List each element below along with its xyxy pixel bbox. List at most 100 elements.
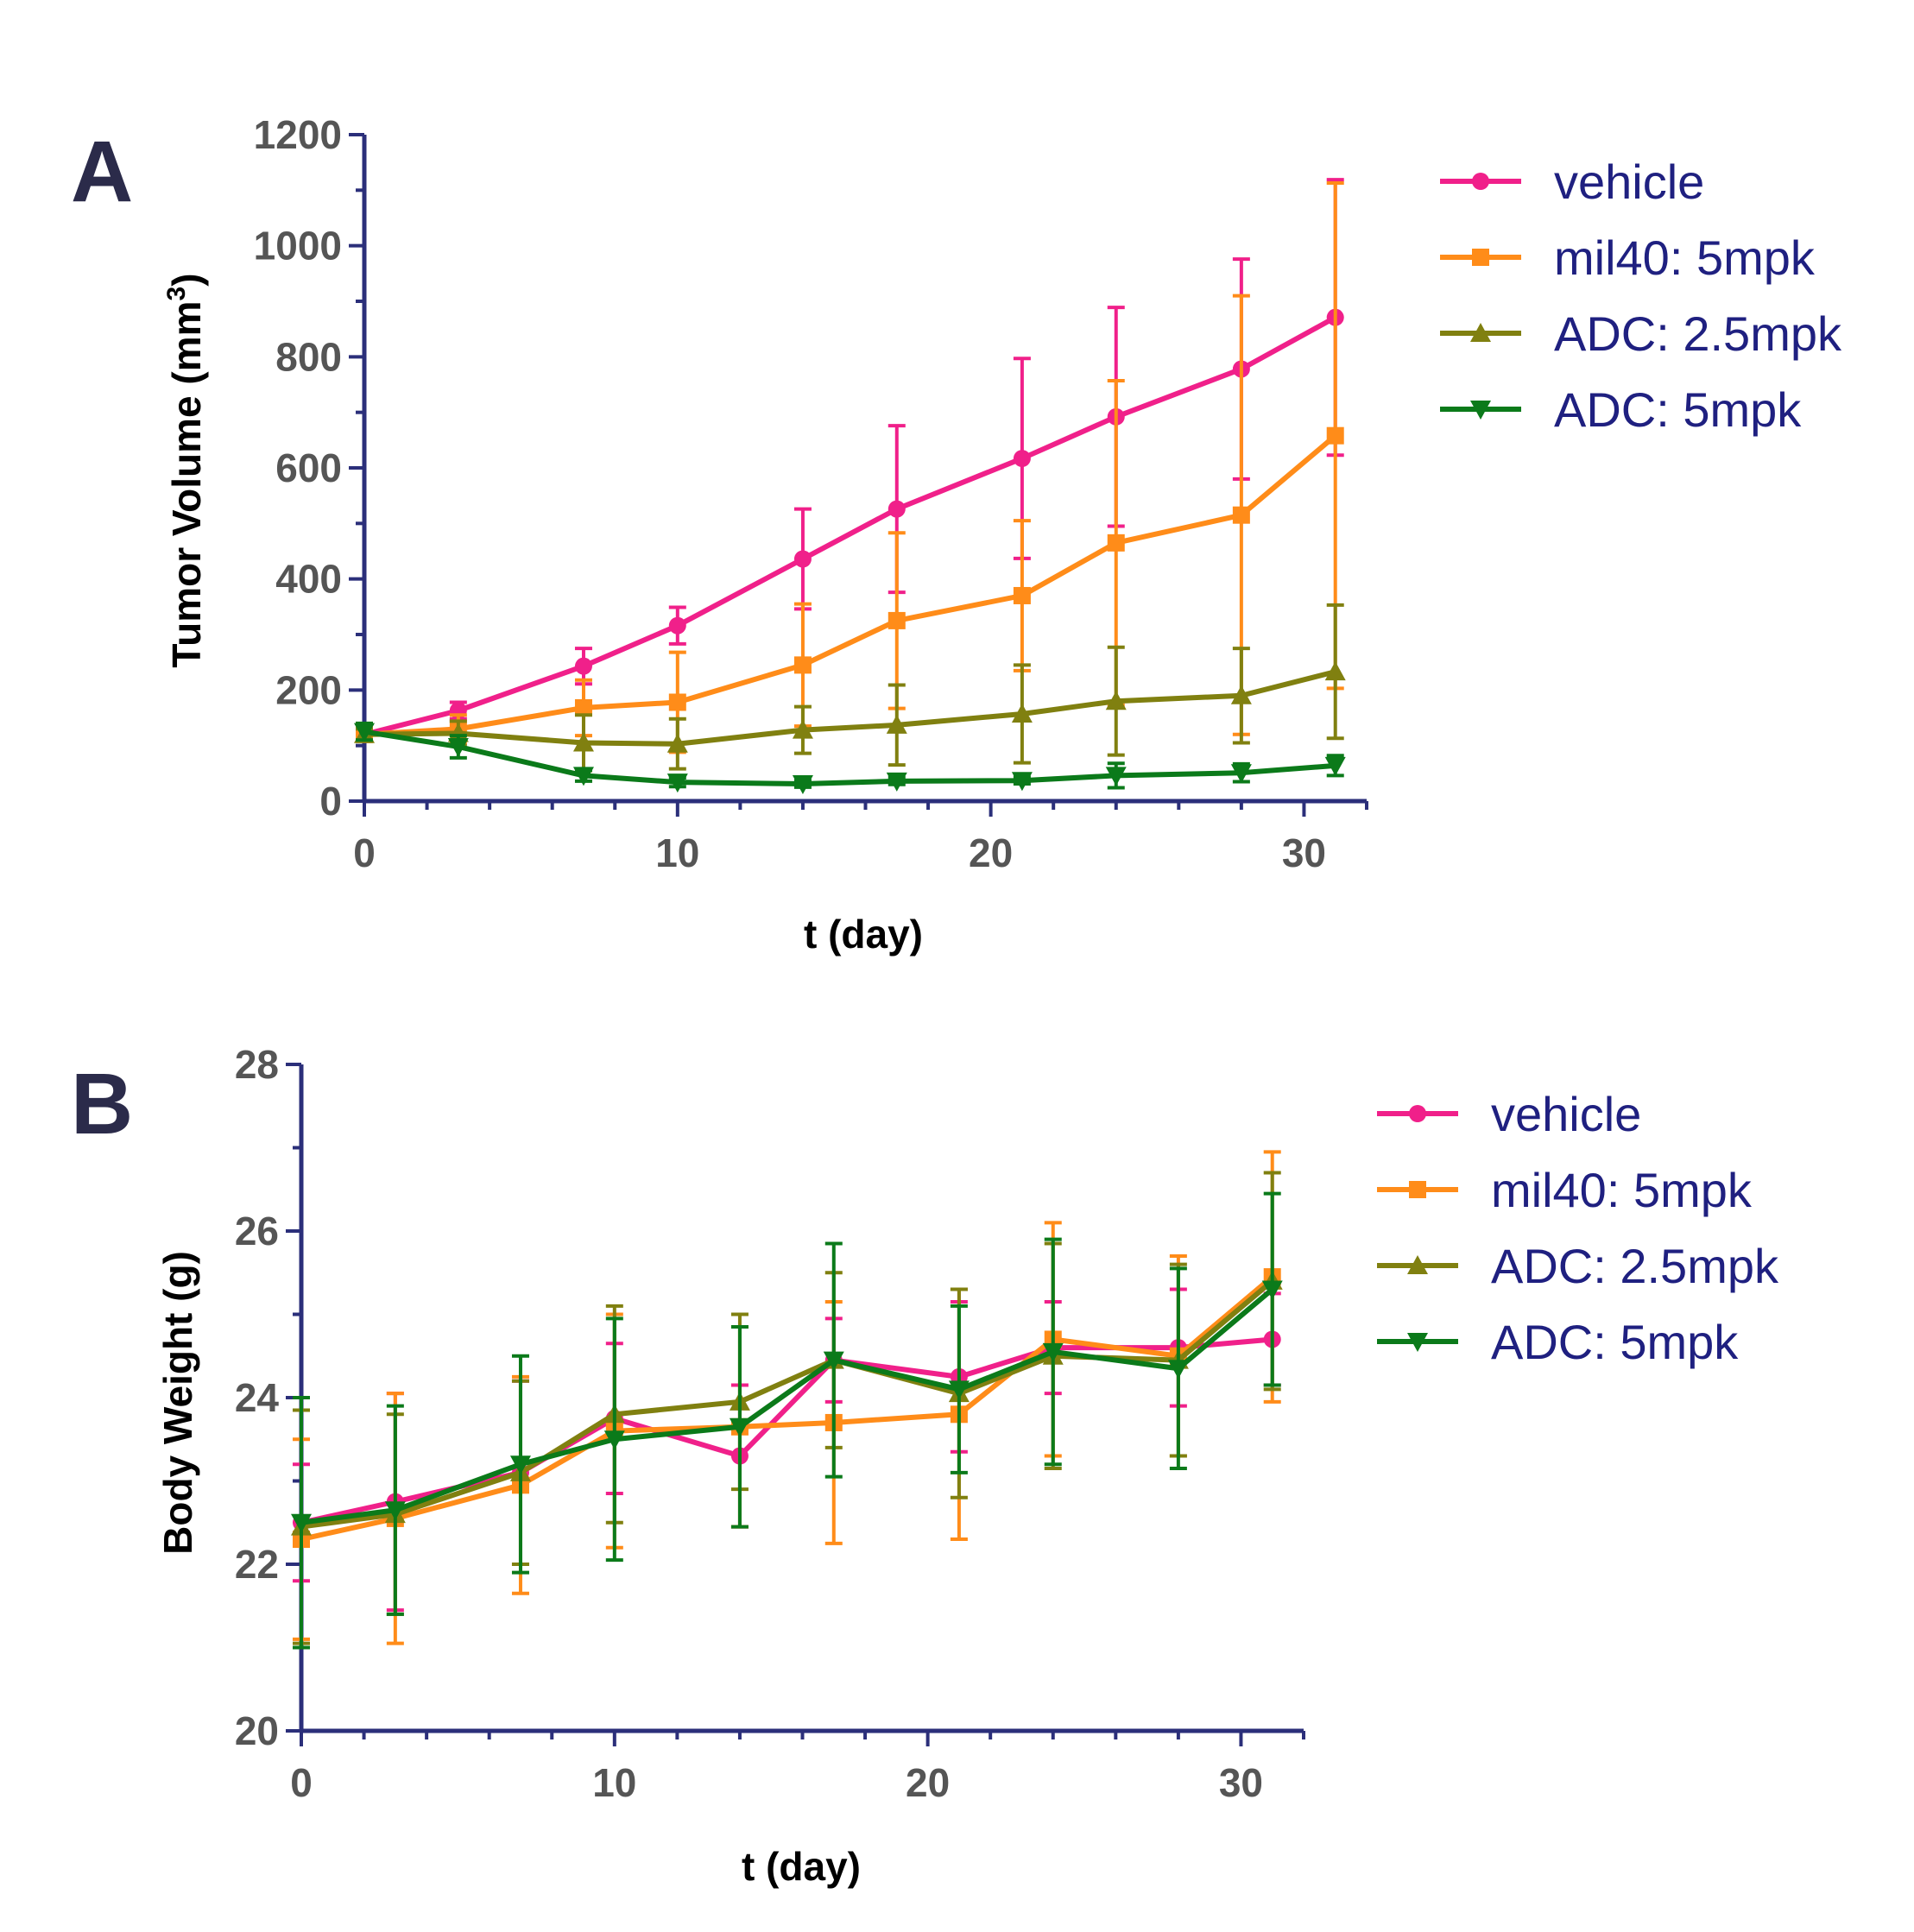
legend-item-vehicle: vehicle (1440, 155, 1704, 209)
legend-marker-circle (1472, 173, 1489, 190)
y-tick-label: 1000 (254, 224, 342, 268)
panel-a-y-axis-title-main: Tumor Volume (mm (164, 300, 209, 667)
panel-b-tick-labels: 20 22 24 26 28 0 10 20 30 (235, 1042, 1263, 1805)
data-point-triangle-down (603, 1430, 625, 1450)
x-tick-label: 30 (1282, 830, 1326, 875)
y-tick-label: 400 (275, 557, 342, 602)
legend-marker-square (1409, 1181, 1426, 1198)
panel-a-legend: vehicle mil40: 5mpk ADC: 2.5mpk ADC: 5mp… (1440, 155, 1842, 437)
series-line (363, 433, 1337, 737)
x-tick-label: 30 (1219, 1760, 1263, 1805)
legend-label-adc-5mpk: ADC: 5mpk (1554, 382, 1802, 437)
data-point-square (1232, 506, 1250, 524)
panel-b-axes (286, 1063, 1305, 1746)
data-point-triangle-down (1230, 764, 1252, 784)
series-line (300, 1274, 1274, 1542)
legend-label-mil40-5mpk: mil40: 5mpk (1554, 230, 1816, 285)
x-tick-label: 20 (969, 830, 1013, 875)
data-point-circle (1013, 450, 1031, 468)
legend-label-adc-2-5mpk: ADC: 2.5mpk (1491, 1239, 1779, 1293)
legend-label-adc-2-5mpk: ADC: 2.5mpk (1554, 306, 1842, 361)
y-tick-label: 20 (235, 1708, 279, 1753)
legend-item-adc-2-5mpk: ADC: 2.5mpk (1440, 306, 1842, 361)
data-point-triangle-down (1167, 1360, 1189, 1380)
x-tick-label: 10 (655, 830, 699, 875)
legend-item-mil40-5mpk: mil40: 5mpk (1377, 1163, 1753, 1217)
panel-a-tumor-volume-chart: A 0 200 400 600 800 1000 1200 0 10 20 30 t (day) T… (71, 112, 1842, 957)
panel-b-y-axis-title: Body Weight (g) (155, 1251, 200, 1555)
data-point-triangle-down (666, 773, 688, 793)
panel-a-x-axis-title: t (day) (804, 912, 923, 957)
legend-label-vehicle: vehicle (1491, 1087, 1641, 1141)
data-point-circle (574, 657, 592, 675)
legend-marker-square (1472, 249, 1489, 266)
x-tick-label: 0 (353, 830, 376, 875)
data-point-square (1013, 586, 1031, 604)
data-point-triangle-up (792, 719, 813, 739)
data-point-triangle-down (1105, 767, 1127, 786)
panel-a-y-axis-title-close: ) (164, 273, 209, 286)
data-point-triangle-up (666, 733, 688, 753)
legend-label-mil40-5mpk: mil40: 5mpk (1491, 1163, 1753, 1217)
data-point-triangle-up (1324, 661, 1346, 681)
series-line (363, 729, 1336, 787)
y-tick-label: 600 (275, 445, 342, 490)
data-point-square (1326, 426, 1344, 445)
x-tick-label: 0 (290, 1760, 313, 1805)
data-point-square (888, 611, 906, 629)
y-tick-label: 24 (235, 1375, 280, 1420)
y-tick-label: 1200 (254, 112, 342, 157)
data-point-triangle-up (1011, 703, 1033, 723)
data-point-triangle-down (1011, 772, 1033, 792)
data-point-triangle-down (792, 775, 813, 795)
data-point-triangle-down (1042, 1342, 1064, 1362)
data-point-square (668, 693, 686, 711)
legend-label-adc-5mpk: ADC: 5mpk (1491, 1315, 1739, 1369)
panel-b-body-weight-chart: B 20 22 24 26 28 0 10 20 30 t (day) Body Weight … (71, 1042, 1779, 1889)
panel-b-letter: B (71, 1056, 133, 1152)
data-point-triangle-up (1105, 691, 1127, 710)
data-point-triangle-down (291, 1513, 312, 1533)
panel-a-y-axis-title: Tumor Volume (mm3) (162, 273, 209, 667)
series-vehicle (293, 1287, 1281, 1613)
legend-marker-triangle-down (1407, 1333, 1428, 1352)
data-point-triangle-down (729, 1417, 750, 1437)
data-point-triangle-down (354, 723, 375, 742)
panel-b-series-layer (291, 1150, 1283, 1650)
data-point-triangle-up (1230, 685, 1252, 704)
panel-a-tick-labels: 0 200 400 600 800 1000 1200 0 10 20 30 (254, 112, 1326, 875)
panel-b-x-axis-title: t (day) (742, 1844, 861, 1889)
data-point-triangle-down (384, 1501, 406, 1521)
legend-item-mil40-5mpk: mil40: 5mpk (1440, 230, 1816, 285)
legend-item-adc-5mpk: ADC: 5mpk (1440, 382, 1802, 437)
series-vehicle (356, 178, 1344, 743)
series-line (363, 315, 1337, 737)
series-mil40-5mpk (356, 180, 1344, 754)
series-adc-2-5mpk (354, 603, 1346, 773)
x-tick-label: 10 (592, 1760, 636, 1805)
panel-a-axes (349, 133, 1368, 817)
y-tick-label: 22 (235, 1542, 279, 1587)
data-point-triangle-down (948, 1380, 970, 1400)
data-point-circle (668, 616, 686, 635)
data-point-triangle-down (572, 767, 594, 786)
panel-b-legend: vehicle mil40: 5mpk ADC: 2.5mpk ADC: 5mp… (1377, 1087, 1779, 1369)
y-tick-label: 0 (319, 779, 342, 824)
y-tick-label: 26 (235, 1209, 279, 1253)
x-tick-label: 20 (906, 1760, 950, 1805)
y-tick-label: 800 (275, 334, 342, 379)
legend-marker-circle (1409, 1105, 1426, 1122)
series-adc-5mpk (354, 721, 1346, 795)
data-point-circle (793, 550, 812, 568)
panel-a-y-axis-title-sup: 3 (162, 287, 191, 301)
legend-marker-triangle-up (1407, 1255, 1428, 1274)
panel-a-series-layer (354, 178, 1346, 795)
data-point-triangle-down (823, 1351, 844, 1371)
series-line (300, 1287, 1274, 1525)
data-point-triangle-up (886, 714, 907, 734)
data-point-triangle-down (1261, 1280, 1283, 1300)
data-point-triangle-down (447, 737, 469, 757)
data-point-circle (888, 500, 906, 518)
y-tick-label: 200 (275, 667, 342, 712)
data-point-square (1107, 534, 1125, 552)
